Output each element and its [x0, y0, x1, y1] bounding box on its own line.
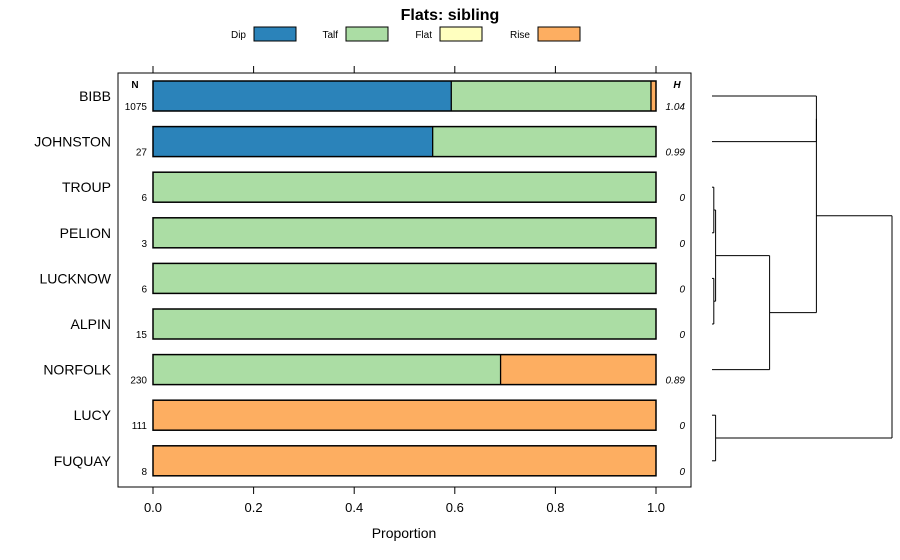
- h-value-norfolk: 0.89: [666, 376, 686, 387]
- n-value-alpin: 15: [136, 330, 148, 341]
- n-column-header: N: [131, 80, 138, 91]
- bar-row-pelion: PELION 3 0: [60, 217, 685, 250]
- bar-row-bibb: BIBB 1075 1.04: [79, 80, 686, 113]
- h-value-troup: 0: [679, 193, 685, 204]
- bar-outline-troup: [152, 171, 657, 203]
- category-label-lucknow: LUCKNOW: [39, 270, 111, 286]
- bar-outline-alpin: [152, 308, 657, 340]
- bar-outline-johnston: [152, 125, 657, 158]
- h-value-alpin: 0: [679, 330, 685, 341]
- bar-row-lucy: LUCY 111 0: [74, 399, 685, 432]
- bar-segment-lucy-rise: [153, 400, 656, 431]
- legend-label-rise: Rise: [510, 30, 530, 41]
- category-label-lucy: LUCY: [74, 407, 112, 423]
- bar-segment-norfolk-rise: [500, 354, 656, 385]
- n-value-johnston: 27: [136, 148, 148, 159]
- bar-row-alpin: ALPIN 15 0: [71, 308, 685, 341]
- x-tick-label-4: 0.8: [546, 500, 564, 515]
- n-value-lucknow: 6: [141, 284, 147, 295]
- bar-segment-norfolk-talf: [153, 354, 501, 385]
- bar-row-troup: TROUP 6 0: [62, 171, 685, 204]
- legend-label-talf: Talf: [322, 30, 338, 41]
- n-value-troup: 6: [141, 193, 147, 204]
- category-label-alpin: ALPIN: [71, 316, 111, 332]
- legend-swatch-dip: [253, 26, 297, 42]
- h-value-johnston: 0.99: [666, 148, 686, 159]
- category-label-troup: TROUP: [62, 179, 111, 195]
- category-label-bibb: BIBB: [79, 88, 111, 104]
- h-value-pelion: 0: [679, 239, 685, 250]
- bar-outline-bibb: [152, 80, 657, 112]
- bar-segment-fuquay-rise: [153, 445, 656, 476]
- x-tick-label-2: 0.4: [345, 500, 363, 515]
- bars: BIBB 1075 1.04 JOHNSTON 27 0.99 TROUP 6 0 PELION 3…: [34, 80, 686, 478]
- n-value-lucy: 111: [132, 421, 148, 432]
- n-value-bibb: 1075: [125, 102, 148, 113]
- bar-segment-johnston-talf: [432, 126, 656, 157]
- bar-segment-bibb-rise: [650, 81, 656, 111]
- category-label-fuquay: FUQUAY: [54, 453, 112, 469]
- category-label-pelion: PELION: [60, 225, 111, 241]
- dendrogram: [712, 95, 893, 462]
- h-value-fuquay: 0: [679, 467, 685, 478]
- x-axis: 0.0 0.2 0.4 0.6 0.8 1.0: [144, 66, 665, 515]
- legend-label-dip: Dip: [231, 30, 246, 41]
- x-tick-label-3: 0.6: [446, 500, 464, 515]
- h-value-lucy: 0: [679, 421, 685, 432]
- bar-row-johnston: JOHNSTON 27 0.99: [34, 125, 686, 159]
- legend-label-flat: Flat: [415, 30, 432, 41]
- bar-row-norfolk: NORFOLK 230 0.89: [43, 353, 686, 387]
- bar-segment-johnston-dip: [153, 126, 433, 157]
- bar-segment-alpin-talf: [153, 309, 656, 339]
- h-value-lucknow: 0: [679, 284, 685, 295]
- n-value-fuquay: 8: [141, 467, 147, 478]
- legend-swatch-talf: [345, 26, 389, 42]
- x-axis-label: Proportion: [372, 525, 437, 541]
- h-column-header: H: [673, 80, 681, 91]
- category-label-johnston: JOHNSTON: [34, 134, 111, 150]
- bar-outline-pelion: [152, 217, 657, 249]
- h-value-bibb: 1.04: [666, 102, 686, 113]
- x-tick-label-0: 0.0: [144, 500, 162, 515]
- n-value-pelion: 3: [141, 239, 147, 250]
- legend-swatch-rise: [537, 26, 581, 42]
- bar-outline-fuquay: [152, 445, 657, 477]
- category-label-norfolk: NORFOLK: [43, 362, 111, 378]
- bar-outline-lucknow: [152, 262, 657, 295]
- bar-segment-pelion-talf: [153, 217, 656, 248]
- bar-row-lucknow: LUCKNOW 6 0: [39, 262, 685, 295]
- x-tick-label-1: 0.2: [245, 500, 263, 515]
- bar-segment-bibb-talf: [451, 81, 651, 111]
- bar-segment-troup-talf: [153, 172, 656, 203]
- bar-row-fuquay: FUQUAY 8 0: [54, 445, 685, 478]
- bar-outline-norfolk: [152, 353, 657, 386]
- bar-segment-lucknow-talf: [153, 263, 656, 294]
- legend-swatch-flat: [439, 26, 483, 42]
- bar-outline-lucy: [152, 399, 657, 431]
- bar-segment-bibb-dip: [153, 81, 452, 111]
- plot-frame: [117, 72, 692, 488]
- n-value-norfolk: 230: [130, 376, 147, 387]
- x-tick-label-5: 1.0: [647, 500, 665, 515]
- legend: Dip Talf Flat Rise: [231, 26, 581, 42]
- chart-title: Flats: sibling: [401, 7, 500, 24]
